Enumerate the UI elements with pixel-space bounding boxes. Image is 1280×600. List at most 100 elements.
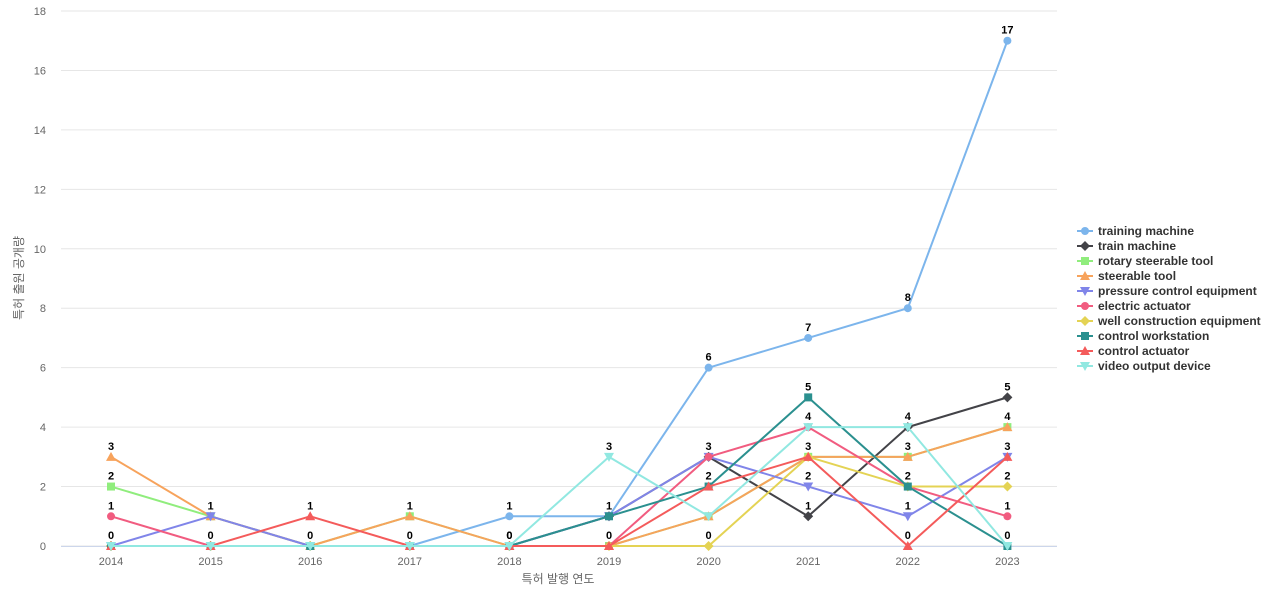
data-label: 4 xyxy=(1004,411,1011,423)
series-group xyxy=(106,36,1013,551)
y-tick-label: 0 xyxy=(40,541,46,553)
data-point[interactable] xyxy=(804,333,813,342)
legend-item[interactable]: rotary steerable tool xyxy=(1077,254,1213,268)
legend-symbol[interactable] xyxy=(1080,316,1090,326)
data-point[interactable] xyxy=(1002,451,1013,461)
legend-symbol[interactable] xyxy=(1080,362,1090,371)
series-line xyxy=(110,396,1009,547)
data-label: 0 xyxy=(506,530,512,542)
data-label: 0 xyxy=(706,530,712,542)
legend-label: train machine xyxy=(1098,239,1176,253)
legend-item[interactable]: well construction equipment xyxy=(1077,314,1261,328)
data-label: 3 xyxy=(905,441,911,453)
data-label: 3 xyxy=(108,441,114,453)
y-tick-label: 18 xyxy=(34,6,46,18)
y-tick-label: 8 xyxy=(40,303,46,315)
data-point[interactable] xyxy=(404,511,415,521)
data-label: 0 xyxy=(606,530,612,542)
data-label: 0 xyxy=(1004,530,1010,542)
data-point[interactable] xyxy=(505,512,514,521)
x-tick-label: 2017 xyxy=(398,556,422,568)
series-line xyxy=(110,396,1009,547)
y-tick-label: 10 xyxy=(34,244,46,256)
data-label: 1 xyxy=(606,500,612,512)
x-tick-label: 2015 xyxy=(198,556,222,568)
legend-item[interactable]: video output device xyxy=(1077,359,1211,373)
data-label: 4 xyxy=(905,411,912,423)
series-training-machine xyxy=(107,36,1012,550)
data-point[interactable] xyxy=(305,511,316,521)
data-label: 8 xyxy=(905,292,911,304)
data-point[interactable] xyxy=(1002,392,1013,403)
y-tick-label: 12 xyxy=(34,184,46,196)
data-point[interactable] xyxy=(902,451,913,461)
legend-symbol[interactable] xyxy=(1081,302,1089,310)
data-label: 0 xyxy=(307,530,313,542)
data-point[interactable] xyxy=(902,423,913,433)
data-point[interactable] xyxy=(902,541,913,550)
data-label: 0 xyxy=(108,530,114,542)
data-point[interactable] xyxy=(107,512,115,521)
data-label: 0 xyxy=(905,530,911,542)
data-label: 2 xyxy=(805,471,811,483)
data-point[interactable] xyxy=(803,451,814,461)
legend-item[interactable]: electric actuator xyxy=(1077,299,1191,313)
data-label: 1 xyxy=(407,500,413,512)
legend-symbol[interactable] xyxy=(1081,257,1089,265)
data-point[interactable] xyxy=(804,393,813,402)
data-point[interactable] xyxy=(903,304,912,313)
data-label: 5 xyxy=(805,381,811,393)
legend-symbol[interactable] xyxy=(1080,241,1090,251)
data-point[interactable] xyxy=(704,452,713,461)
data-point[interactable] xyxy=(703,481,714,491)
data-point[interactable] xyxy=(902,512,913,522)
data-point[interactable] xyxy=(1002,422,1013,432)
data-point[interactable] xyxy=(903,482,912,491)
data-point[interactable] xyxy=(605,512,613,521)
data-point[interactable] xyxy=(1003,512,1012,521)
x-tick-label: 2018 xyxy=(497,556,521,568)
data-label: 1 xyxy=(108,500,114,512)
x-tick-label: 2023 xyxy=(995,556,1019,568)
data-point[interactable] xyxy=(703,512,714,522)
data-point[interactable] xyxy=(704,363,713,372)
data-point[interactable] xyxy=(604,541,614,550)
data-point[interactable] xyxy=(504,542,515,551)
data-point[interactable] xyxy=(1002,481,1013,492)
data-label: 2 xyxy=(1004,471,1010,483)
data-point[interactable] xyxy=(205,512,216,522)
data-point[interactable] xyxy=(404,542,415,551)
data-label: 2 xyxy=(108,471,114,483)
legend-symbol[interactable] xyxy=(1080,271,1090,280)
data-label: 6 xyxy=(706,352,712,364)
y-tick-label: 6 xyxy=(40,363,46,375)
data-point[interactable] xyxy=(106,542,116,551)
legend-label: control workstation xyxy=(1098,329,1209,343)
legend-symbol[interactable] xyxy=(1080,346,1090,355)
legend-label: video output device xyxy=(1098,359,1211,373)
legend-item[interactable]: pressure control equipment xyxy=(1077,284,1257,298)
legend-item[interactable]: training machine xyxy=(1077,224,1194,238)
data-point[interactable] xyxy=(1002,542,1013,551)
data-point[interactable] xyxy=(803,482,814,492)
series-line xyxy=(110,39,1009,547)
legend-symbol[interactable] xyxy=(1081,332,1089,340)
legend-symbol[interactable] xyxy=(1081,227,1089,235)
data-point[interactable] xyxy=(803,511,814,522)
data-point[interactable] xyxy=(604,452,614,462)
data-point[interactable] xyxy=(1003,36,1012,45)
legend-item[interactable]: control workstation xyxy=(1077,329,1209,343)
data-point[interactable] xyxy=(107,482,115,491)
data-point[interactable] xyxy=(106,451,116,461)
legend-item[interactable]: steerable tool xyxy=(1077,269,1176,283)
data-point[interactable] xyxy=(703,541,714,551)
data-point[interactable] xyxy=(305,542,316,551)
data-point[interactable] xyxy=(205,542,216,551)
data-point[interactable] xyxy=(803,423,814,433)
legend-item[interactable]: train machine xyxy=(1077,239,1176,253)
legend-symbol[interactable] xyxy=(1080,287,1090,296)
legend-item[interactable]: control actuator xyxy=(1077,344,1190,358)
